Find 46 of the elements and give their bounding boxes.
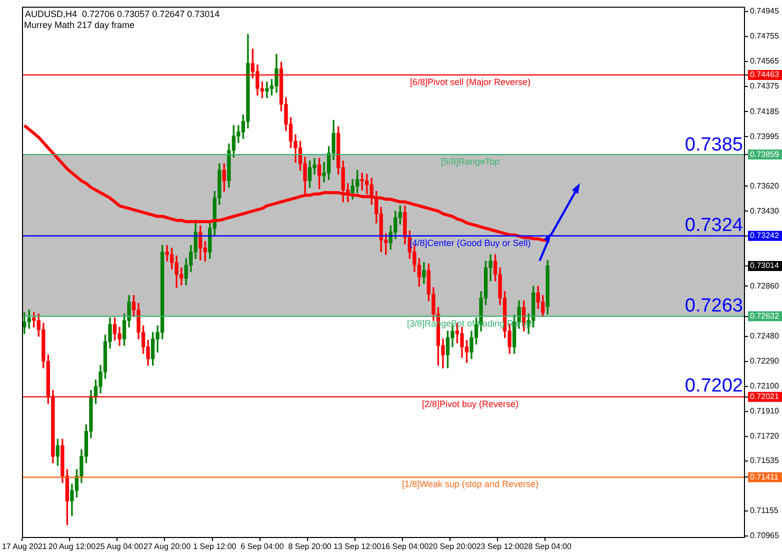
x-tick-label: 16 Sep 04:00 [381, 542, 430, 552]
y-tick-label: 0.74945 [750, 6, 780, 16]
x-tick-label: 27 Aug 20:00 [144, 542, 192, 552]
y-tick-label: 0.73620 [750, 181, 780, 190]
x-tick-label: 17 Aug 2021 [2, 542, 48, 552]
y-tick-label: 0.72021 [750, 392, 780, 402]
x-tick-label: 20 Aug 12:00 [48, 542, 96, 552]
x-tick-label: 1 Sep 12:00 [193, 542, 237, 552]
x-tick-label: 6 Sep 04:00 [240, 542, 284, 552]
y-tick-label: 0.72632 [750, 311, 780, 320]
y-tick-label: 0.71411 [750, 472, 779, 482]
y-tick-label: 0.74375 [750, 82, 780, 91]
y-tick-label: 0.74755 [750, 32, 780, 41]
annotation: 0.7324 [684, 214, 744, 236]
y-tick-label: 0.71535 [750, 456, 780, 466]
ref-line-label: [5/8]RangeTop [440, 156, 500, 167]
y-tick-label: 0.70965 [750, 531, 780, 540]
annotation: 0.7202 [684, 376, 743, 397]
ref-line-label: [6/8]Pivot sell (Major Reverse) [410, 76, 531, 87]
y-tick-label: 0.71910 [750, 406, 780, 416]
y-tick-label: 0.73430 [750, 206, 780, 216]
x-tick-label: 8 Sep 20:00 [288, 542, 332, 552]
y-tick-label: 0.72290 [750, 356, 780, 366]
y-tick-label: 0.73995 [750, 132, 780, 141]
y-tick-label: 0.74463 [750, 70, 780, 80]
y-tick-label: 0.73242 [750, 231, 780, 240]
x-tick-label: 28 Sep 04:00 [524, 542, 572, 552]
y-tick-label: 0.71720 [750, 432, 780, 441]
y-tick-label: 0.72100 [750, 382, 780, 391]
x-tick-label: 13 Sep 12:00 [334, 542, 382, 552]
ref-line-label: [2/8]Pivot buy (Reverse) [422, 398, 519, 409]
annotation: 0.7385 [684, 134, 743, 156]
y-tick-label: 0.72860 [750, 281, 780, 290]
y-tick-label: 0.73014 [750, 261, 780, 270]
y-tick-label: 0.74185 [750, 106, 780, 116]
chart-title: AUDUSD,H4 0.72706 0.73057 0.72647 0.73014 [25, 8, 220, 19]
x-tick-label: 25 Aug 04:00 [96, 542, 144, 552]
y-tick-label: 0.73859 [750, 150, 780, 159]
x-tick-label: 23 Sep 12:00 [476, 542, 524, 552]
text: Murrey Math 217 day frame [24, 20, 135, 30]
y-tick-label: 0.72480 [750, 332, 780, 341]
y-tick-label: 0.74565 [750, 56, 780, 66]
y-tick-label: 0.71155 [750, 506, 779, 516]
x-tick-label: 20 Sep 20:00 [428, 542, 477, 552]
annotation: 0.7263 [684, 295, 743, 316]
ref-line-label: [1/8]Weak sup (stop and Reverse) [402, 479, 538, 490]
